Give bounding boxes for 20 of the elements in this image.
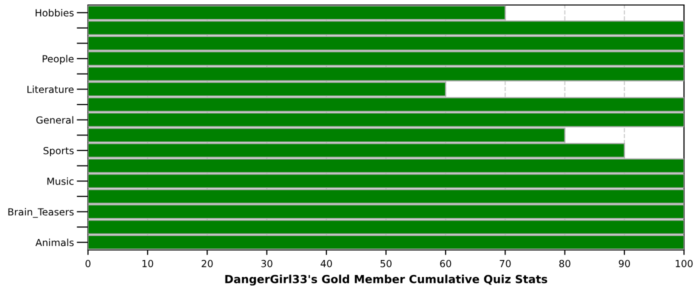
x-tick-label: 10 [142,260,154,268]
y-tick-label: Hobbies [36,8,74,16]
x-axis-title: DangerGirl33's Gold Member Cumulative Quiz Stats [225,274,548,286]
y-tick-label: Sports [44,146,74,156]
x-tick-label: 40 [320,260,332,268]
x-tick-label: 0 [86,260,90,268]
x-tick-label: 80 [559,260,570,268]
x-tick-label: 50 [380,260,392,268]
x-tick-label: 60 [440,260,452,268]
y-tick-label: Music [47,177,74,185]
x-tick-label: 20 [202,260,213,268]
x-tick-label: 70 [500,260,511,268]
y-tick-label: Brain_Teasers [8,208,74,218]
x-tick-label: 30 [261,260,272,268]
x-tick-label: 90 [618,260,630,268]
y-tick-label: Animals [35,238,74,246]
y-tick-label: People [42,54,74,64]
x-tick-label: 100 [676,260,693,268]
y-tick-label: General [36,116,74,124]
y-tick-label: Literature [27,86,74,94]
